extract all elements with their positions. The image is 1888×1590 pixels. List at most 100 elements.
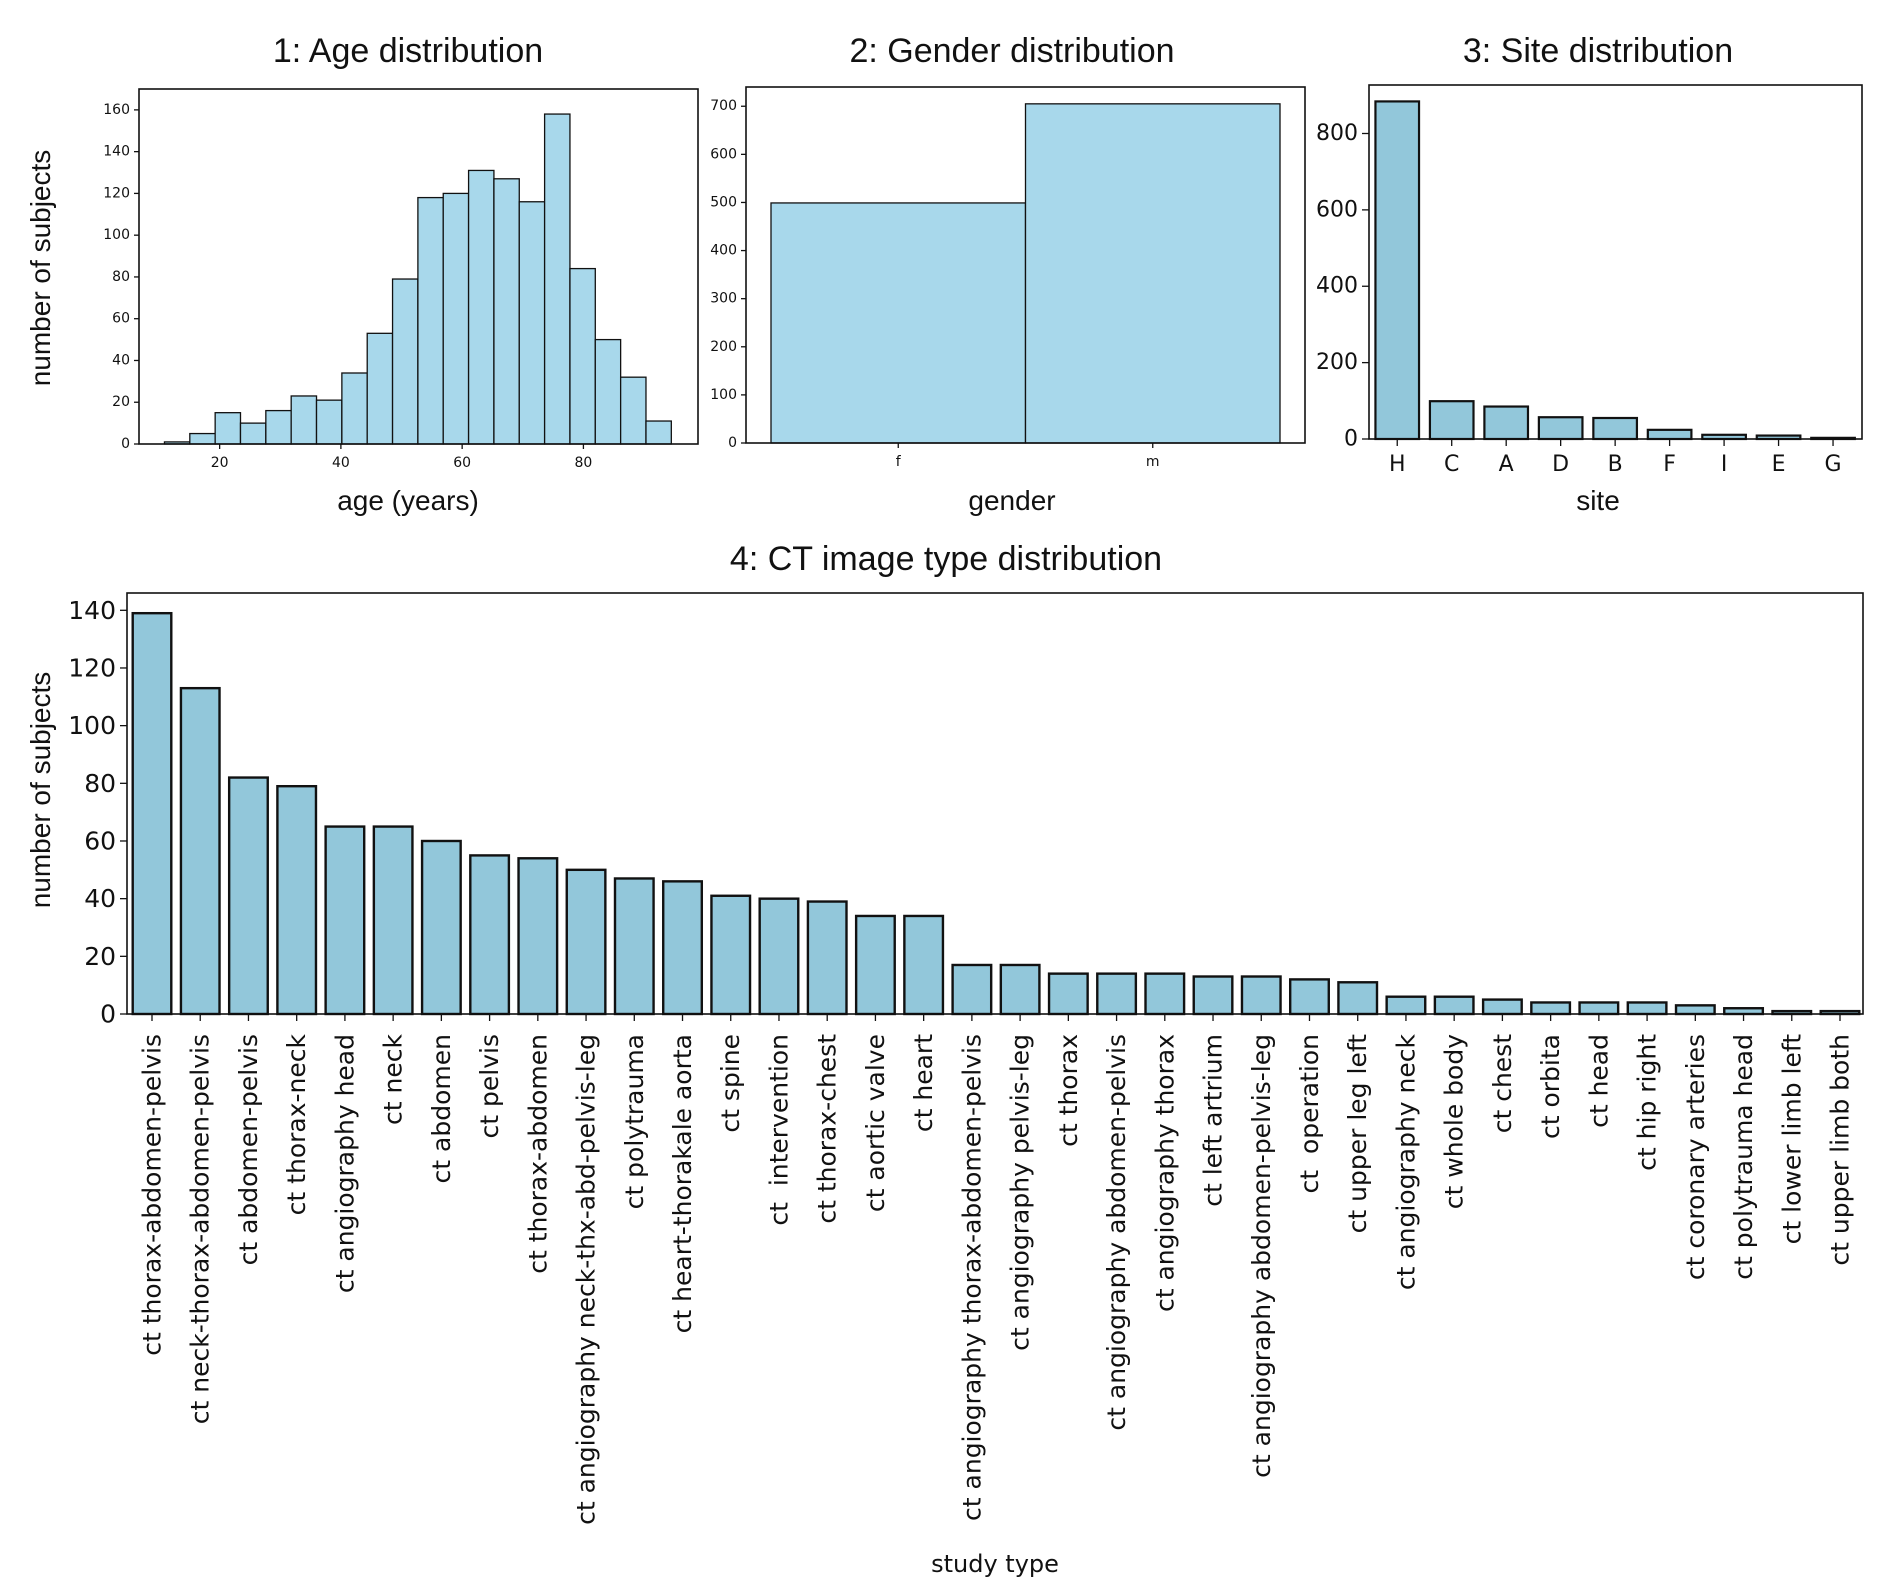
- ct-type-bar: [999, 963, 1041, 1016]
- site-chart-title: 3: Site distribution: [1463, 32, 1733, 70]
- ct-y-tick-label: 60: [84, 826, 116, 855]
- gender-y-tick-label: 0: [728, 435, 737, 451]
- ct-y-tick-label: 100: [68, 711, 116, 740]
- ct-x-tick-label: ct thorax: [1054, 1034, 1083, 1147]
- age-y-tick-label: 40: [112, 352, 130, 368]
- ct-x-tick-label: ct angiography pelvis-leg: [1006, 1034, 1035, 1351]
- ct-type-bar: [1047, 972, 1089, 1016]
- ct-type-bar: [951, 963, 993, 1016]
- site-plot-frame: [1368, 84, 1863, 440]
- ct-x-tick-label: ct chest: [1488, 1034, 1517, 1133]
- gender-y-tick-label: 300: [710, 291, 737, 307]
- site-bar-D: [1537, 416, 1584, 441]
- ct-x-tick-label: ct upper leg left: [1343, 1034, 1372, 1234]
- gender-distribution-chart: 2: Gender distribution 0 100 200 300 400 500 6…: [710, 32, 1306, 516]
- ct-x-tick-label: ct thorax-abdomen: [523, 1034, 552, 1274]
- site-x-axis-label: site: [1576, 485, 1620, 516]
- ct-x-tick-label: ct abdomen-pelvis: [234, 1034, 263, 1265]
- ct-type-bar: [1433, 995, 1475, 1016]
- age-y-tick-label: 20: [112, 394, 130, 410]
- age-x-tick-label: 40: [332, 455, 350, 471]
- age-histogram-bar: [442, 192, 470, 445]
- ct-type-bar: [903, 914, 945, 1016]
- ct-x-tick-label: ct intervention: [764, 1034, 793, 1226]
- ct-type-bar: [854, 914, 896, 1016]
- age-histogram-bar: [341, 372, 368, 445]
- ct-type-bar: [1096, 972, 1138, 1016]
- ct-x-tick-label: ct orbita: [1536, 1034, 1565, 1139]
- ct-x-tick-label: ct pelvis: [475, 1034, 504, 1138]
- ct-x-tick-label: ct polytrauma: [620, 1034, 649, 1209]
- ct-x-tick-label: ct angiography thorax-abdomen-pelvis: [957, 1034, 986, 1521]
- ct-y-tick-label: 0: [100, 1000, 116, 1029]
- ct-type-bar: [372, 825, 414, 1016]
- ct-type-bar: [1144, 972, 1186, 1016]
- ct-type-bar: [1578, 1001, 1620, 1016]
- age-y-tick-label: 60: [112, 311, 130, 327]
- ct-x-tick-label: ct thorax-chest: [813, 1034, 842, 1224]
- age-histogram-bar: [543, 113, 571, 445]
- ct-type-bar: [131, 611, 173, 1016]
- ct-x-tick-label: ct thorax-abdomen-pelvis: [138, 1034, 167, 1356]
- age-histogram-bar: [214, 412, 242, 445]
- ct-x-tick-label: ct angiography thorax: [1150, 1034, 1179, 1312]
- ct-y-axis-label: number of subjects: [25, 672, 56, 909]
- age-histogram-bar: [189, 432, 216, 445]
- ct-x-tick-label: ct aortic valve: [861, 1034, 890, 1212]
- age-histogram-bar: [518, 201, 546, 445]
- ct-y-tick-label: 40: [84, 884, 116, 913]
- age-y-tick-label: 160: [103, 102, 130, 118]
- site-bar-F: [1646, 428, 1693, 441]
- site-x-tick-label: I: [1721, 452, 1728, 477]
- site-y-tick-label: 800: [1316, 121, 1358, 146]
- ct-type-bar: [1674, 1004, 1716, 1016]
- age-histogram-bar: [645, 420, 672, 445]
- ct-x-tick-label: ct angiography neck: [1391, 1033, 1420, 1290]
- age-histogram-bar: [467, 169, 495, 445]
- site-bar-B: [1592, 416, 1639, 441]
- ct-type-bar: [1385, 995, 1427, 1016]
- ct-x-tick-label: ct angiography abdomen-pelvis: [1102, 1034, 1131, 1431]
- ct-type-bar: [469, 854, 511, 1016]
- age-plot-frame: [138, 88, 699, 445]
- age-histogram-bar: [265, 409, 292, 445]
- ct-x-tick-label: ct abdomen: [427, 1034, 456, 1183]
- gender-y-tick-label: 400: [710, 243, 737, 259]
- site-y-tick-label: 0: [1344, 427, 1358, 452]
- age-histogram-bar: [391, 278, 419, 445]
- site-x-tick-label: H: [1389, 452, 1406, 477]
- ct-x-tick-label: ct hip right: [1633, 1034, 1662, 1171]
- gender-x-axis-label: gender: [968, 485, 1055, 516]
- ct-type-bar: [276, 784, 318, 1016]
- ct-x-tick-label: ct whole body: [1440, 1034, 1469, 1209]
- site-x-tick-label: A: [1499, 452, 1514, 477]
- ct-x-tick-label: ct neck-thorax-abdomen-pelvis: [186, 1034, 215, 1424]
- age-y-tick-label: 0: [121, 436, 130, 452]
- age-y-axis-label: number of subjects: [25, 150, 56, 387]
- age-histogram-bar: [417, 196, 444, 445]
- ct-x-tick-label: ct left artrium: [1199, 1034, 1228, 1207]
- site-x-tick-label: B: [1608, 452, 1623, 477]
- age-x-tick-label: 20: [211, 455, 229, 471]
- ct-type-bar: [806, 900, 848, 1016]
- ct-type-bar: [517, 857, 559, 1016]
- gender-plot-frame: [745, 86, 1306, 444]
- age-histogram-bar: [239, 422, 267, 445]
- ct-type-bar: [710, 894, 752, 1016]
- site-bar-A: [1483, 405, 1530, 441]
- site-x-tick-label: D: [1552, 452, 1569, 477]
- ct-type-bar: [662, 880, 704, 1016]
- site-y-tick-label: 400: [1316, 274, 1358, 299]
- ct-x-tick-label: ct angiography head: [330, 1034, 359, 1293]
- ct-image-type-chart: 4: CT image type distribution 0 20 40 60 80 1…: [25, 540, 1864, 1578]
- site-x-tick-label: E: [1772, 452, 1786, 477]
- ct-type-bar: [565, 868, 607, 1016]
- ct-type-bar: [758, 897, 800, 1016]
- ct-type-bar: [613, 877, 655, 1016]
- ct-type-bar: [1288, 978, 1330, 1016]
- ct-y-tick-label: 140: [68, 596, 116, 625]
- ct-type-bar: [1481, 998, 1523, 1016]
- ct-x-tick-label: ct heart-thorakale aorta: [668, 1034, 697, 1333]
- ct-x-tick-label: ct spine: [716, 1034, 745, 1133]
- ct-type-bar: [1192, 975, 1234, 1016]
